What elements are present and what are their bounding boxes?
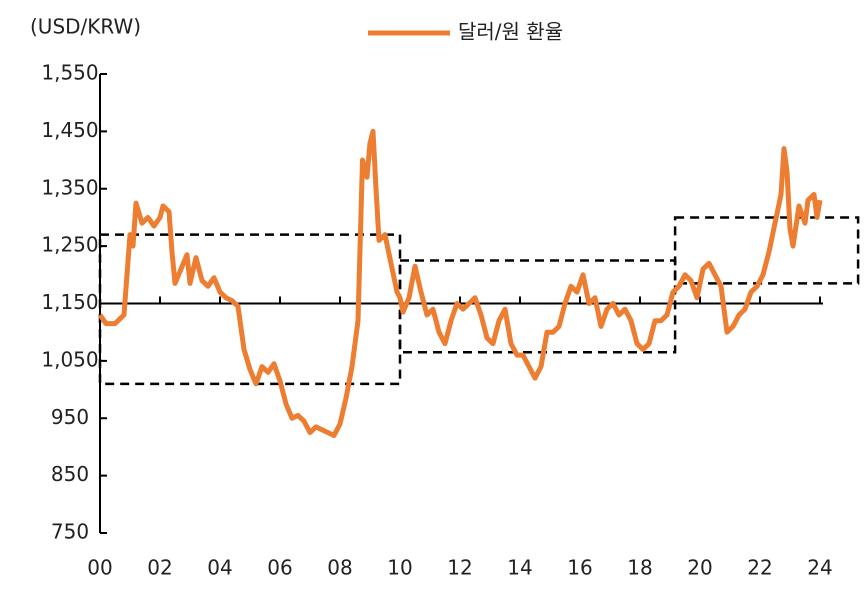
y-tick-label: 950: [51, 405, 89, 429]
highlight-box: [98, 233, 402, 386]
x-tick-label: 18: [627, 556, 652, 580]
x-tick-label: 04: [207, 556, 232, 580]
y-tick-label: 1,450: [41, 118, 98, 142]
x-tick-label: 08: [327, 556, 352, 580]
x-tick-label: 16: [567, 556, 592, 580]
legend-label: 달러/원 환율: [458, 20, 563, 44]
x-tick-label: 10: [387, 556, 412, 580]
y-tick-label: 1,250: [41, 233, 98, 257]
y-axis-label: (USD/KRW): [30, 15, 141, 39]
x-tick-label: 02: [147, 556, 172, 580]
y-tick-label: 1,550: [41, 61, 98, 85]
y-tick-label: 1,350: [41, 175, 98, 199]
series-line: [97, 128, 823, 438]
x-tick-label: 06: [267, 556, 292, 580]
x-tick-label: 20: [687, 556, 712, 580]
x-tick-label: 00: [87, 556, 112, 580]
y-tick-label: 750: [51, 520, 89, 544]
highlight-box: [398, 259, 677, 354]
y-tick-label: 1,150: [41, 290, 98, 314]
y-tick-label: 1,050: [41, 347, 98, 371]
highlight-box: [673, 216, 860, 285]
x-tick-label: 14: [507, 556, 532, 580]
x-tick-label: 24: [807, 556, 832, 580]
x-tick-label: 22: [747, 556, 772, 580]
x-tick-label: 12: [447, 556, 472, 580]
y-tick-label: 850: [51, 462, 89, 486]
